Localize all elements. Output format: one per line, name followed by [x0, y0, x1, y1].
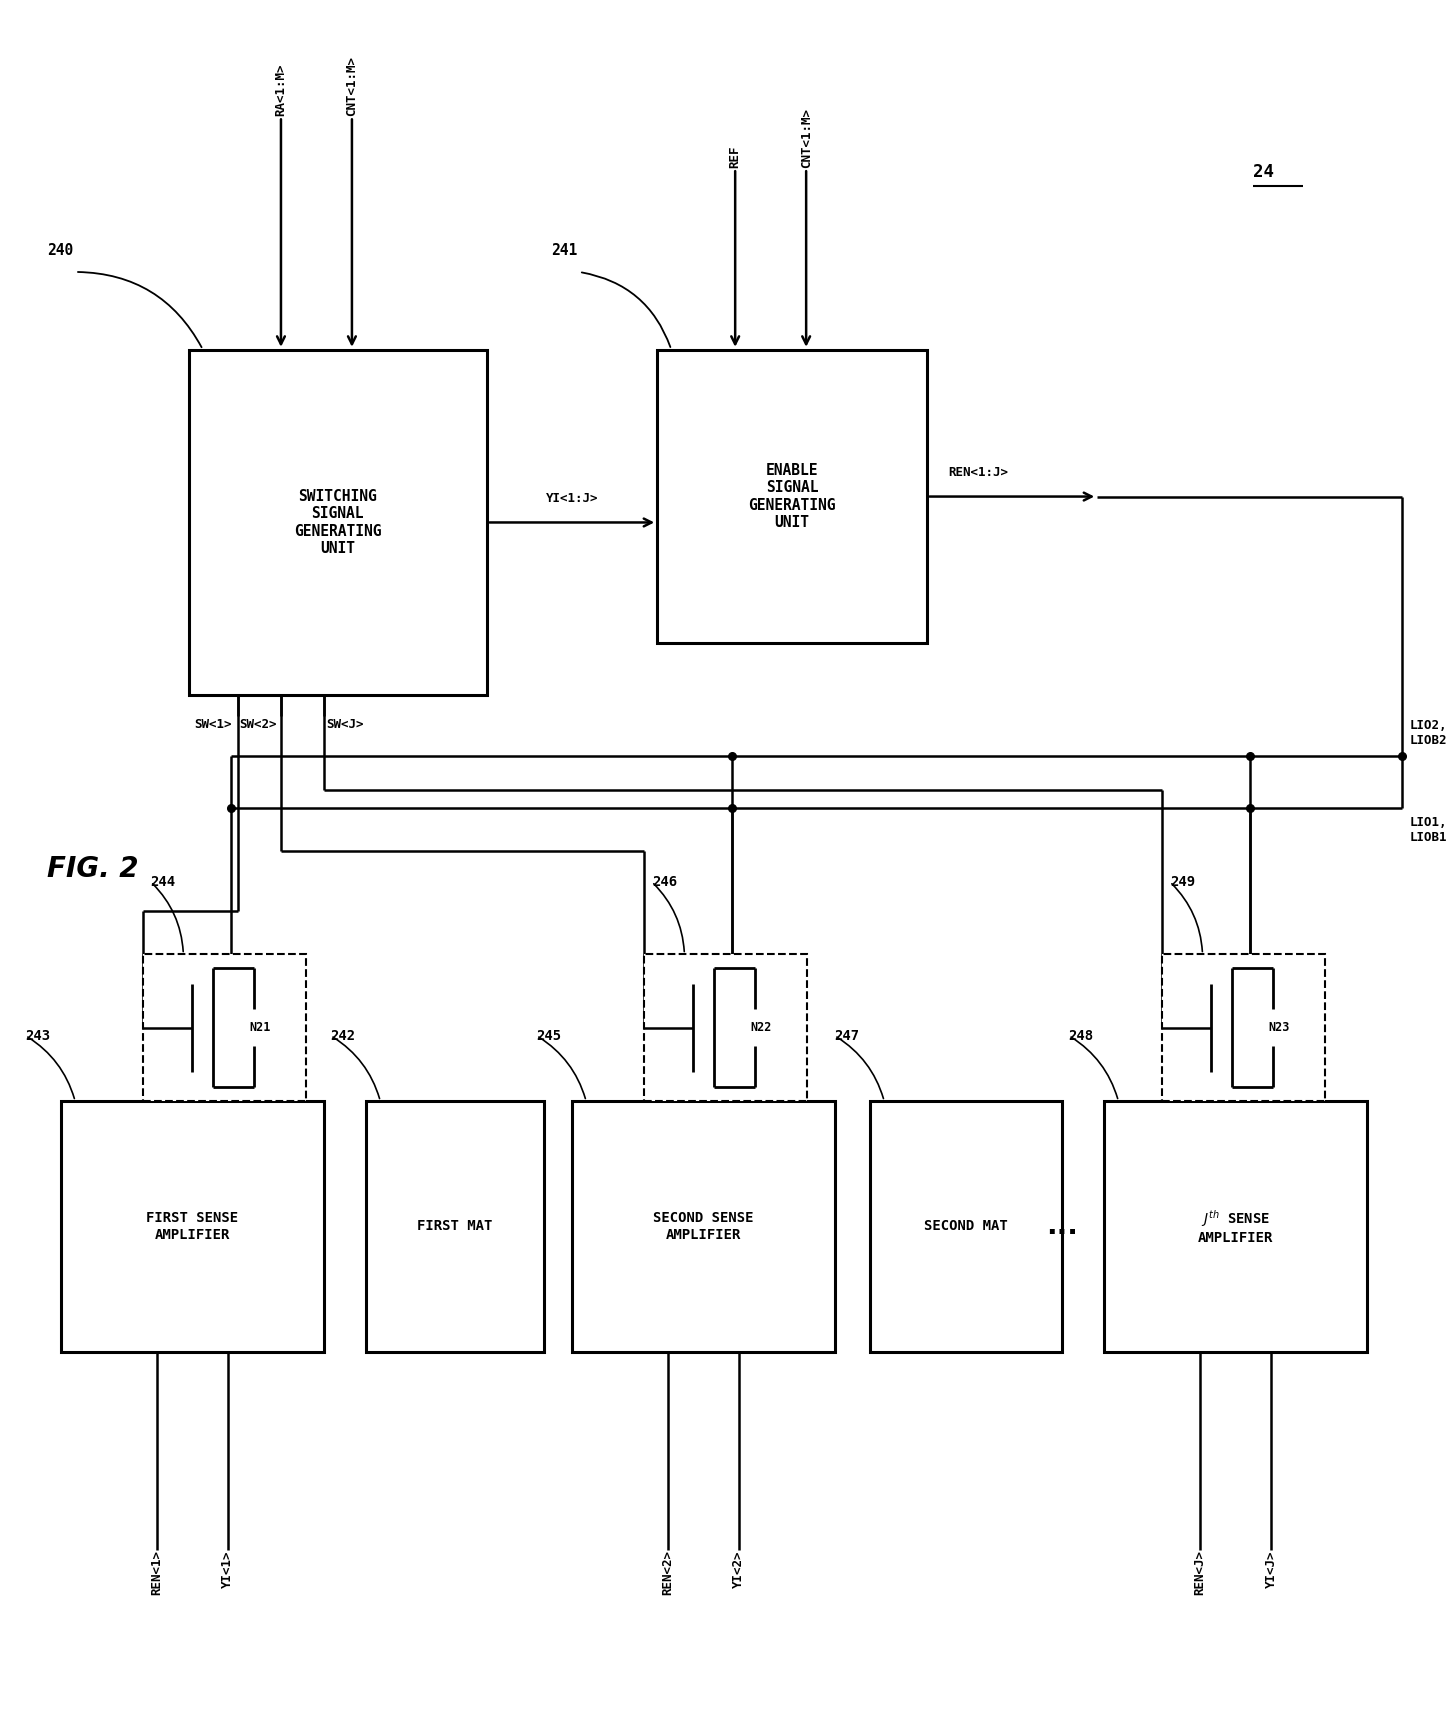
Text: 243: 243 — [26, 1029, 51, 1043]
Text: SECOND SENSE
AMPLIFIER: SECOND SENSE AMPLIFIER — [653, 1212, 753, 1241]
Text: 240: 240 — [47, 243, 73, 257]
Text: CNT<1:M>: CNT<1:M> — [346, 57, 359, 116]
Bar — [189, 349, 487, 694]
Text: FIG. 2: FIG. 2 — [47, 854, 138, 882]
Text: REF: REF — [728, 146, 742, 168]
Text: YI<2>: YI<2> — [733, 1550, 746, 1588]
Bar — [142, 955, 305, 1101]
Text: N22: N22 — [750, 1021, 772, 1035]
Text: ...: ... — [1045, 1212, 1077, 1241]
Text: 245: 245 — [537, 1029, 561, 1043]
Bar — [61, 1101, 324, 1352]
Text: YI<1>: YI<1> — [221, 1550, 234, 1588]
Text: REN<2>: REN<2> — [662, 1550, 675, 1595]
Text: N23: N23 — [1268, 1021, 1290, 1035]
Bar — [869, 1101, 1061, 1352]
Text: LIO2,
LIOB2: LIO2, LIOB2 — [1409, 719, 1447, 746]
Text: SW<J>: SW<J> — [326, 717, 364, 731]
Text: N21: N21 — [250, 1021, 270, 1035]
Text: 247: 247 — [835, 1029, 859, 1043]
Text: 246: 246 — [651, 875, 678, 889]
Text: SWITCHING
SIGNAL
GENERATING
UNIT: SWITCHING SIGNAL GENERATING UNIT — [294, 490, 381, 556]
Text: SW<2>: SW<2> — [240, 717, 276, 731]
Text: CNT<1:M>: CNT<1:M> — [800, 108, 813, 168]
Text: ENABLE
SIGNAL
GENERATING
UNIT: ENABLE SIGNAL GENERATING UNIT — [749, 464, 836, 529]
Text: REN<1>: REN<1> — [150, 1550, 163, 1595]
Text: REN<J>: REN<J> — [1194, 1550, 1207, 1595]
Bar — [1104, 1101, 1367, 1352]
Bar — [366, 1101, 544, 1352]
Bar — [571, 1101, 835, 1352]
Text: 248: 248 — [1069, 1029, 1093, 1043]
Text: 241: 241 — [551, 243, 577, 257]
Text: YI<1:J>: YI<1:J> — [545, 493, 598, 505]
Text: $J^{th}$ SENSE
AMPLIFIER: $J^{th}$ SENSE AMPLIFIER — [1198, 1208, 1274, 1245]
Text: 244: 244 — [151, 875, 176, 889]
Text: SW<1>: SW<1> — [193, 717, 231, 731]
Text: LIO1,
LIOB1: LIO1, LIOB1 — [1409, 816, 1447, 844]
Text: FIRST MAT: FIRST MAT — [417, 1219, 493, 1234]
Bar — [1162, 955, 1325, 1101]
Bar — [644, 955, 807, 1101]
Text: 249: 249 — [1170, 875, 1195, 889]
Text: 242: 242 — [330, 1029, 356, 1043]
Text: YI<J>: YI<J> — [1265, 1550, 1278, 1588]
Text: 24: 24 — [1253, 163, 1274, 181]
Text: RA<1:M>: RA<1:M> — [275, 64, 288, 116]
Text: SECOND MAT: SECOND MAT — [923, 1219, 1008, 1234]
Bar — [657, 349, 926, 644]
Text: FIRST SENSE
AMPLIFIER: FIRST SENSE AMPLIFIER — [147, 1212, 238, 1241]
Text: REN<1:J>: REN<1:J> — [948, 467, 1008, 479]
